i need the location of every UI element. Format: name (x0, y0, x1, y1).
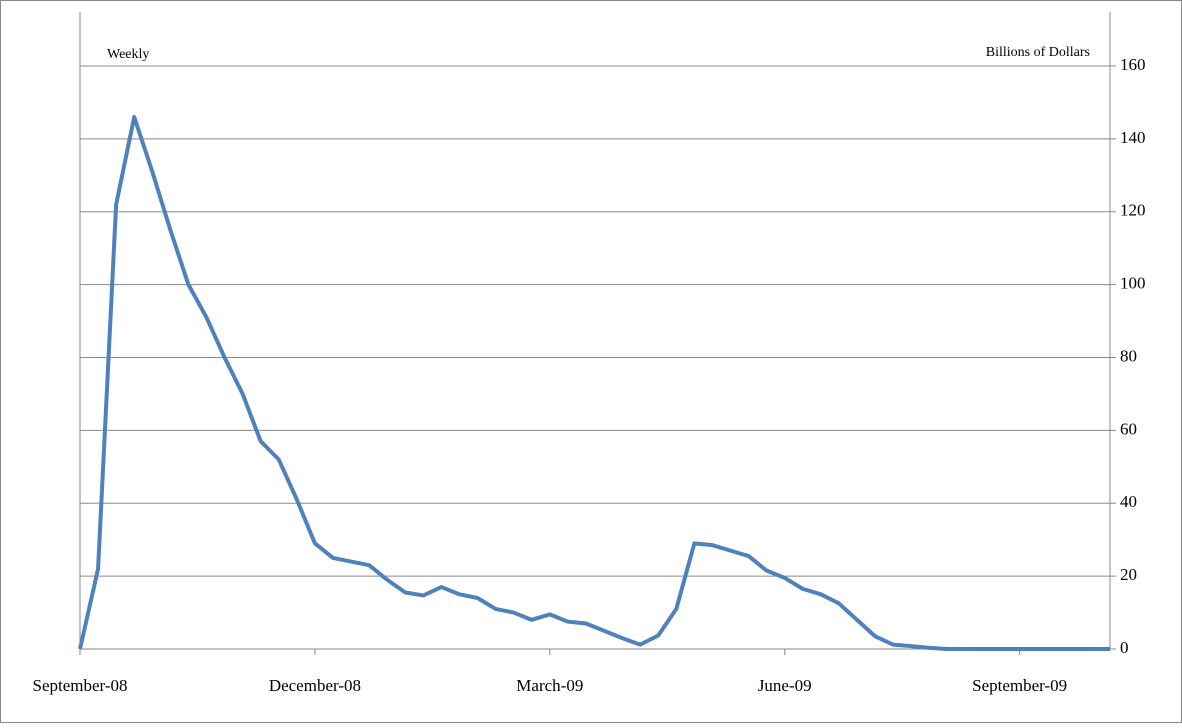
y-tick-label: 0 (1120, 638, 1129, 657)
x-tick-label: December-08 (269, 676, 361, 695)
y-tick-label: 80 (1120, 346, 1137, 365)
data-line (78, 115, 1110, 651)
x-tick-label: September-09 (972, 676, 1067, 695)
y-tick-label: 40 (1120, 492, 1137, 511)
y-tick-label: 60 (1120, 419, 1137, 438)
y-tick-label: 20 (1120, 565, 1137, 584)
y-tick-label: 140 (1120, 128, 1146, 147)
y-tick-label: 100 (1120, 274, 1146, 293)
y-tick-label: 120 (1120, 201, 1146, 220)
x-tick-label: September-08 (32, 676, 127, 695)
frequency-note: Weekly (107, 47, 149, 62)
x-tick-label: June-09 (758, 676, 812, 695)
y-axis-label: Billions of Dollars (986, 45, 1090, 60)
y-tick-label: 160 (1120, 55, 1146, 74)
x-tick-label: March-09 (516, 676, 583, 695)
